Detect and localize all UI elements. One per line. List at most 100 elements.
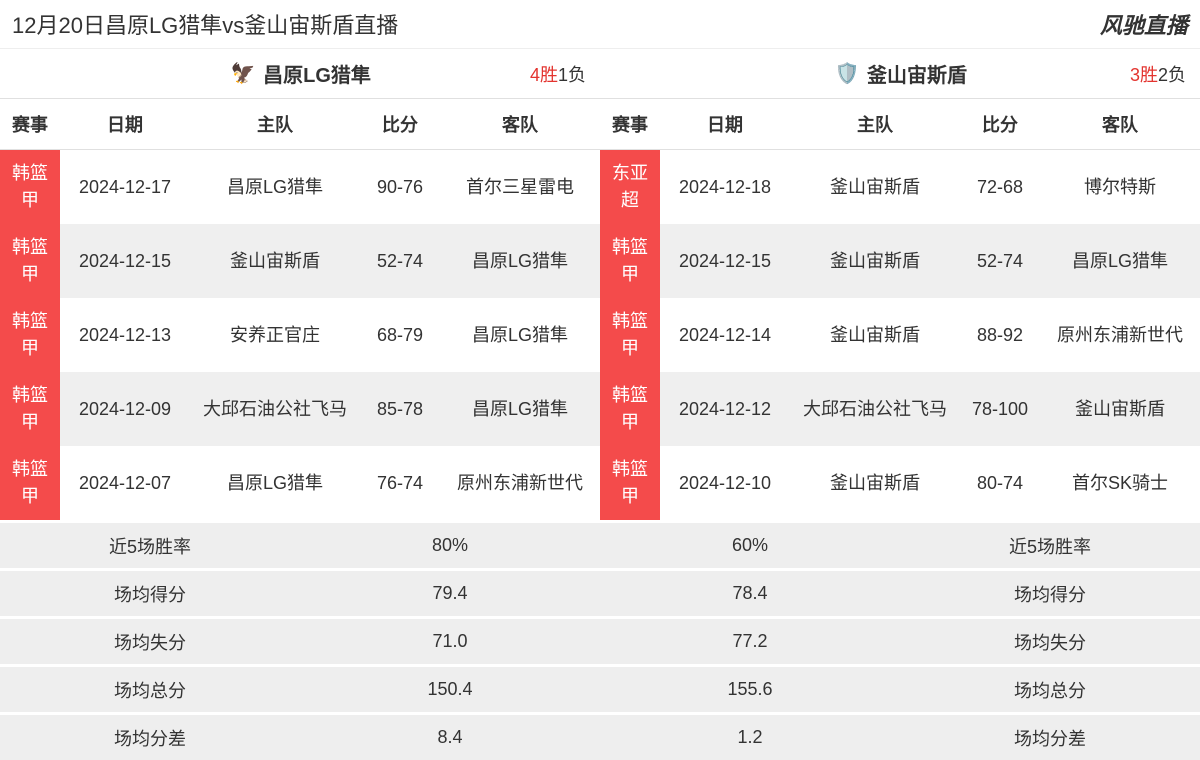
- col-home: 主队: [190, 99, 360, 150]
- cell-score: 80-74: [960, 446, 1040, 520]
- stat-label: 场均失分: [0, 619, 300, 664]
- stat-label: 场均分差: [900, 715, 1200, 760]
- cell-date: 2024-12-10: [660, 446, 790, 520]
- table-row: 韩篮甲2024-12-13安养正官庄68-79昌原LG猎隼: [0, 298, 600, 372]
- cell-date: 2024-12-13: [60, 298, 190, 372]
- cell-league: 韩篮甲: [600, 298, 660, 372]
- cell-date: 2024-12-07: [60, 446, 190, 520]
- stat-value-right: 155.6: [600, 667, 900, 712]
- left-team-logo-icon: 🦅: [229, 63, 257, 85]
- cell-score: 72-68: [960, 150, 1040, 225]
- right-team-header: 🛡️ 釜山宙斯盾 3胜2负: [600, 49, 1200, 99]
- table-row: 韩篮甲2024-12-09大邱石油公社飞马85-78昌原LG猎隼: [0, 372, 600, 446]
- page-title: 12月20日昌原LG猎隼vs釜山宙斯盾直播: [12, 8, 398, 40]
- stat-row-diff: 场均分差 8.4 1.2 场均分差: [0, 712, 1200, 760]
- table-row: 东亚超2024-12-18釜山宙斯盾72-68博尔特斯: [600, 150, 1200, 225]
- cell-date: 2024-12-15: [660, 224, 790, 298]
- cell-league: 韩篮甲: [600, 446, 660, 520]
- cell-home: 釜山宙斯盾: [790, 446, 960, 520]
- cell-league: 韩篮甲: [0, 298, 60, 372]
- left-record: 4胜1负: [530, 61, 586, 87]
- right-team-name: 釜山宙斯盾: [867, 59, 967, 88]
- cell-league: 韩篮甲: [0, 372, 60, 446]
- left-wins: 4胜: [530, 65, 558, 85]
- cell-score: 88-92: [960, 298, 1040, 372]
- match-panels: 🦅 昌原LG猎隼 4胜1负 赛事 日期 主队 比分 客队 韩篮甲2024-12-…: [0, 49, 1200, 520]
- right-losses: 2负: [1158, 65, 1186, 85]
- stat-row-total: 场均总分 150.4 155.6 场均总分: [0, 664, 1200, 712]
- right-wins: 3胜: [1130, 65, 1158, 85]
- cell-date: 2024-12-09: [60, 372, 190, 446]
- cell-away: 昌原LG猎隼: [440, 372, 600, 446]
- cell-date: 2024-12-14: [660, 298, 790, 372]
- stat-value-left: 150.4: [300, 667, 600, 712]
- left-matches-table: 赛事 日期 主队 比分 客队 韩篮甲2024-12-17昌原LG猎隼90-76首…: [0, 99, 600, 520]
- stat-value-left: 8.4: [300, 715, 600, 760]
- cell-home: 昌原LG猎隼: [190, 446, 360, 520]
- stat-label: 场均失分: [900, 619, 1200, 664]
- cell-home: 昌原LG猎隼: [190, 150, 360, 225]
- cell-away: 原州东浦新世代: [440, 446, 600, 520]
- cell-away: 原州东浦新世代: [1040, 298, 1200, 372]
- cell-away: 博尔特斯: [1040, 150, 1200, 225]
- cell-home: 釜山宙斯盾: [790, 298, 960, 372]
- stat-value-left: 71.0: [300, 619, 600, 664]
- cell-home: 安养正官庄: [190, 298, 360, 372]
- col-away: 客队: [440, 99, 600, 150]
- cell-league: 韩篮甲: [0, 446, 60, 520]
- cell-away: 首尔三星雷电: [440, 150, 600, 225]
- cell-away: 釜山宙斯盾: [1040, 372, 1200, 446]
- cell-away: 昌原LG猎隼: [440, 298, 600, 372]
- left-losses: 1负: [558, 65, 586, 85]
- cell-league: 韩篮甲: [0, 150, 60, 225]
- cell-home: 釜山宙斯盾: [790, 224, 960, 298]
- cell-home: 釜山宙斯盾: [190, 224, 360, 298]
- cell-home: 大邱石油公社飞马: [790, 372, 960, 446]
- cell-away: 昌原LG猎隼: [1040, 224, 1200, 298]
- cell-score: 85-78: [360, 372, 440, 446]
- cell-date: 2024-12-17: [60, 150, 190, 225]
- cell-home: 釜山宙斯盾: [790, 150, 960, 225]
- stat-label: 场均总分: [900, 667, 1200, 712]
- cell-score: 52-74: [360, 224, 440, 298]
- left-team-name: 昌原LG猎隼: [263, 59, 371, 88]
- col-league: 赛事: [0, 99, 60, 150]
- right-matches-table: 赛事 日期 主队 比分 客队 东亚超2024-12-18釜山宙斯盾72-68博尔…: [600, 99, 1200, 520]
- cell-score: 68-79: [360, 298, 440, 372]
- right-panel: 🛡️ 釜山宙斯盾 3胜2负 赛事 日期 主队 比分 客队 东亚超2024-12-…: [600, 49, 1200, 520]
- stat-label: 场均得分: [0, 571, 300, 616]
- table-row: 韩篮甲2024-12-12大邱石油公社飞马78-100釜山宙斯盾: [600, 372, 1200, 446]
- cell-score: 90-76: [360, 150, 440, 225]
- cell-away: 首尔SK骑士: [1040, 446, 1200, 520]
- brand-name: 风驰直播: [1100, 8, 1188, 40]
- stat-label: 场均分差: [0, 715, 300, 760]
- col-away: 客队: [1040, 99, 1200, 150]
- cell-score: 52-74: [960, 224, 1040, 298]
- cell-away: 昌原LG猎隼: [440, 224, 600, 298]
- cell-home: 大邱石油公社飞马: [190, 372, 360, 446]
- left-panel: 🦅 昌原LG猎隼 4胜1负 赛事 日期 主队 比分 客队 韩篮甲2024-12-…: [0, 49, 600, 520]
- table-row: 韩篮甲2024-12-10釜山宙斯盾80-74首尔SK骑士: [600, 446, 1200, 520]
- stat-label: 近5场胜率: [900, 523, 1200, 568]
- stat-value-right: 77.2: [600, 619, 900, 664]
- stat-label: 场均总分: [0, 667, 300, 712]
- stat-value-left: 79.4: [300, 571, 600, 616]
- stat-row-ppg: 场均得分 79.4 78.4 场均得分: [0, 568, 1200, 616]
- stat-label: 场均得分: [900, 571, 1200, 616]
- cell-score: 76-74: [360, 446, 440, 520]
- right-team-logo-icon: 🛡️: [833, 63, 861, 85]
- col-date: 日期: [60, 99, 190, 150]
- cell-score: 78-100: [960, 372, 1040, 446]
- table-row: 韩篮甲2024-12-07昌原LG猎隼76-74原州东浦新世代: [0, 446, 600, 520]
- right-record: 3胜2负: [1130, 61, 1186, 87]
- stat-row-winrate: 近5场胜率 80% 60% 近5场胜率: [0, 520, 1200, 568]
- cell-league: 韩篮甲: [600, 372, 660, 446]
- col-date: 日期: [660, 99, 790, 150]
- cell-league: 韩篮甲: [0, 224, 60, 298]
- table-row: 韩篮甲2024-12-14釜山宙斯盾88-92原州东浦新世代: [600, 298, 1200, 372]
- stat-value-right: 60%: [600, 523, 900, 568]
- table-row: 韩篮甲2024-12-17昌原LG猎隼90-76首尔三星雷电: [0, 150, 600, 225]
- col-score: 比分: [360, 99, 440, 150]
- col-home: 主队: [790, 99, 960, 150]
- cell-league: 韩篮甲: [600, 224, 660, 298]
